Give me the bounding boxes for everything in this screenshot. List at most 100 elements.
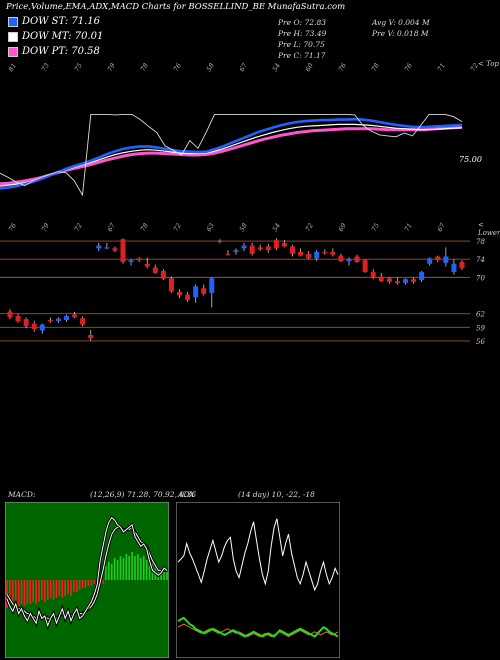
stat-pre-close: Pre C: 71.17	[278, 51, 326, 60]
candle-up	[346, 259, 352, 262]
legend-label-pt: DOW PT: 70.58	[22, 46, 100, 57]
price-level-label: 70	[476, 274, 485, 282]
candle-up	[39, 324, 45, 331]
candle-down	[338, 255, 344, 262]
candle-down	[177, 291, 182, 296]
candle-down	[354, 256, 360, 262]
candle-down	[435, 256, 441, 261]
close-line	[0, 113, 463, 197]
candle-up	[403, 279, 408, 283]
candle-up	[128, 260, 134, 262]
candle-down	[201, 288, 207, 294]
top-number-label: 76	[403, 62, 414, 73]
price-level-label: 56	[476, 338, 485, 346]
mid-number-label: 79	[40, 222, 51, 233]
candle-down	[298, 251, 304, 256]
candle-down	[322, 251, 328, 253]
price-level-label: 78	[476, 238, 485, 246]
candle-down	[47, 320, 53, 322]
stat-avg-volume: Avg V: 0.004 M	[372, 18, 430, 27]
candle-down	[290, 246, 295, 254]
top-number-label: 67	[238, 61, 249, 73]
candle-down	[15, 315, 21, 322]
candles	[7, 238, 465, 341]
legend-dow-mt: DOW MT: 70.01	[8, 31, 103, 42]
legend-dow-pt: DOW PT: 70.58	[8, 46, 100, 57]
legend-swatch-st	[8, 16, 18, 27]
ema-short-line	[0, 117, 463, 190]
mid-number-label: 58	[238, 222, 249, 233]
candle-down	[411, 279, 417, 282]
candle-up	[64, 315, 69, 321]
top-number-label: 78	[370, 62, 381, 73]
candle-down	[80, 318, 86, 325]
candle-down	[249, 245, 255, 254]
candle-down	[265, 246, 271, 251]
top-number-labels: 81 73 75 79 78 76 58 67 54 60 76 78 76 71 72	[7, 61, 480, 73]
candle-down	[225, 253, 231, 255]
candle-down	[257, 247, 263, 250]
candle-up	[443, 256, 449, 263]
price-tag: 75.00	[459, 155, 482, 164]
candle-up	[451, 263, 457, 272]
adx-params: (14 day) 10, -22, -18	[238, 490, 315, 499]
candle-up	[427, 258, 433, 264]
candle-down	[7, 311, 13, 318]
mid-number-label: 78	[139, 222, 150, 233]
top-number-label: 81	[7, 62, 18, 73]
mid-number-label: 69	[337, 222, 348, 233]
candle-down	[386, 278, 392, 282]
legend-swatch-pt	[8, 46, 18, 57]
top-number-label: 71	[436, 62, 447, 73]
candle-up	[314, 251, 320, 259]
mid-number-label: 75	[370, 222, 381, 233]
mid-number-label: 72	[73, 222, 84, 233]
mid-number-label: 54	[271, 222, 282, 233]
candle-up	[233, 250, 239, 252]
top-number-label: 76	[172, 62, 183, 73]
price-level-label: 62	[476, 311, 485, 319]
price-level-lines	[0, 240, 470, 342]
macd-title: MACD:	[8, 490, 36, 499]
macd-params: (12,26,9) 71.28, 70.92, 0.36	[90, 490, 197, 499]
top-number-label: 75	[73, 62, 84, 73]
top-number-label: 72	[469, 62, 480, 73]
price-level-label: 59	[476, 324, 485, 332]
label-lower: < Lower	[478, 221, 500, 237]
candle-down	[120, 239, 126, 262]
candle-down	[152, 267, 158, 273]
candle-down	[330, 251, 336, 255]
candle-down	[459, 261, 465, 269]
top-number-label: 58	[205, 62, 216, 73]
mid-number-label: 71	[403, 222, 414, 233]
candle-down	[136, 258, 142, 261]
legend-label-mt: DOW MT: 70.01	[22, 31, 104, 42]
ema-lines	[0, 113, 463, 197]
adx-line	[177, 616, 339, 638]
candle-up	[241, 245, 247, 249]
legend-label-st: DOW ST: 71.16	[22, 16, 101, 27]
mid-number-label: 72	[304, 222, 315, 233]
candle-up	[193, 286, 199, 298]
candle-up	[96, 245, 102, 249]
adx-title: ADX	[178, 490, 195, 499]
price-level-labels: 78 74 70 62 59 56	[476, 238, 485, 346]
candle-down	[72, 314, 78, 317]
candle-up	[209, 278, 215, 293]
candle-down	[31, 323, 37, 330]
candle-up	[104, 247, 110, 249]
candle-up	[419, 271, 425, 281]
candle-down	[281, 242, 287, 247]
mid-number-label: 72	[172, 222, 183, 233]
adx-panel	[176, 502, 340, 658]
candle-down	[217, 241, 223, 243]
macd-line	[6, 516, 168, 628]
stat-pre-volume: Pre V: 0.018 M	[372, 29, 429, 38]
candle-down	[306, 253, 312, 259]
top-number-label: 79	[106, 62, 117, 73]
mid-number-label: 63	[205, 222, 216, 233]
candle-down	[370, 271, 376, 278]
candle-down	[273, 240, 279, 249]
stat-pre-open: Pre O: 72.83	[278, 18, 326, 27]
